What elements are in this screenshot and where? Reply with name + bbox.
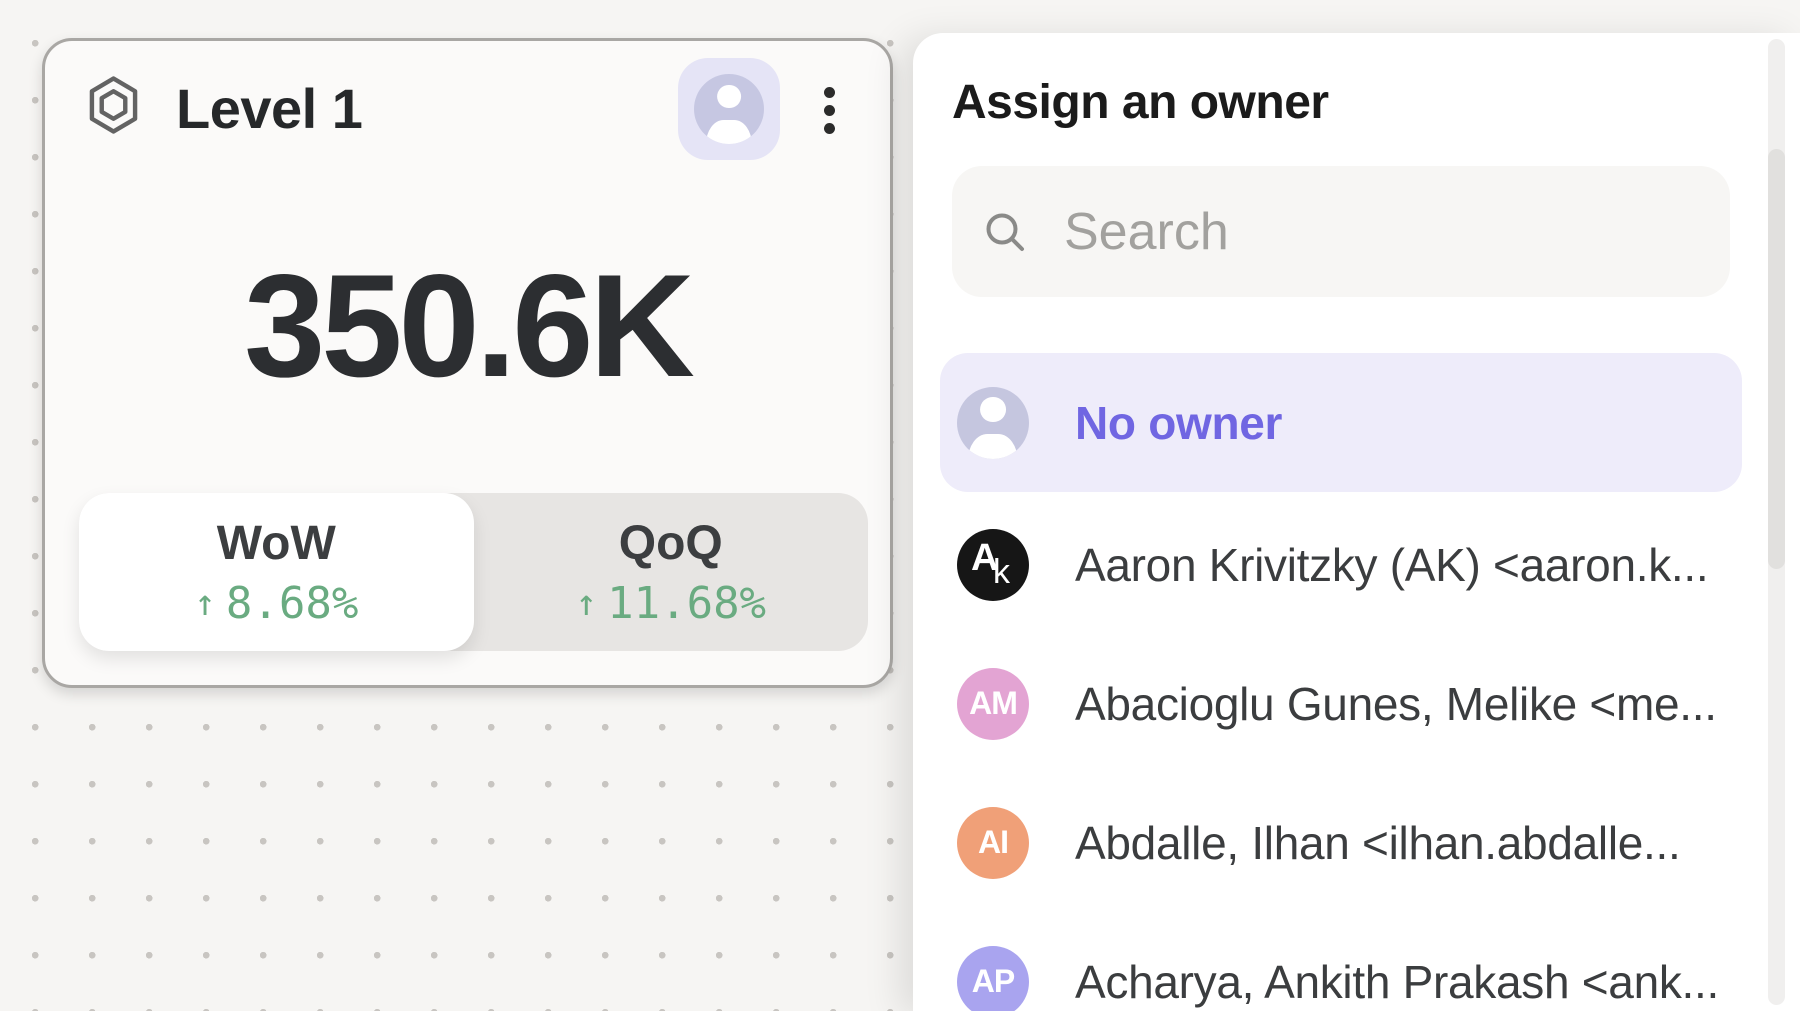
metric-card[interactable]: Level 1 350.6K WoW ↑ 8.68% QoQ ↑ [42, 38, 893, 688]
tab-wow-label: WoW [216, 517, 336, 570]
avatar-initials: AM [969, 685, 1018, 721]
up-arrow-icon: ↑ [194, 583, 216, 624]
metric-value: 350.6K [244, 244, 695, 407]
comparison-tab-group: WoW ↑ 8.68% QoQ ↑ 11.68% [79, 493, 868, 651]
avatar-logo-letter: k [993, 552, 1010, 591]
avatar-initials: AI [978, 824, 1009, 860]
avatar: AP [957, 945, 1029, 1011]
tab-qoq-delta: ↑ 11.68% [575, 581, 766, 627]
scrollbar-track[interactable] [1768, 39, 1785, 1005]
owner-option-label: Aaron Krivitzky (AK) <aaron.k... [1075, 538, 1709, 591]
owner-option-label: Acharya, Ankith Prakash <ank... [1075, 955, 1719, 1008]
search-icon [986, 213, 1024, 251]
owner-option[interactable]: AP Acharya, Ankith Prakash <ank... [940, 912, 1742, 1011]
search-box[interactable] [952, 166, 1733, 297]
tab-qoq-delta-value: 11.68% [607, 578, 767, 629]
hexagon-icon [89, 76, 138, 134]
owner-option-no-owner[interactable]: No owner [940, 353, 1742, 492]
up-arrow-icon: ↑ [575, 583, 598, 624]
panel-title: Assign an owner [952, 76, 1329, 129]
owner-option-label: Abdalle, Ilhan <ilhan.abdalle... [1075, 816, 1681, 869]
no-owner-avatar-icon [957, 386, 1029, 459]
owner-option-label: No owner [1075, 396, 1283, 449]
search-input[interactable] [1064, 201, 1733, 262]
avatar: A k [957, 528, 1029, 601]
avatar: AM [957, 667, 1029, 740]
avatar: AI [957, 806, 1029, 879]
owner-avatar-button[interactable] [678, 58, 780, 160]
tab-wow-delta: ↑ 8.68% [194, 581, 358, 627]
person-silhouette-icon [694, 74, 764, 144]
owner-option[interactable]: A k Aaron Krivitzky (AK) <aaron.k... [940, 495, 1742, 634]
card-title: Level 1 [176, 77, 363, 140]
scrollbar-thumb[interactable] [1768, 149, 1785, 569]
owner-option[interactable]: AI Abdalle, Ilhan <ilhan.abdalle... [940, 773, 1742, 912]
avatar-initials: AP [971, 963, 1015, 999]
tab-wow[interactable]: WoW ↑ 8.68% [79, 493, 474, 651]
tab-qoq[interactable]: QoQ ↑ 11.68% [474, 493, 869, 651]
owner-option-label: Abacioglu Gunes, Melike <me... [1075, 677, 1717, 730]
tab-qoq-label: QoQ [618, 517, 723, 570]
assign-owner-panel: Assign an owner No owner A k Aaron Krivi… [913, 33, 1800, 1011]
avatar-logo-letter: A [971, 536, 998, 579]
kebab-menu-button[interactable] [824, 87, 835, 141]
tab-wow-delta-value: 8.68% [225, 578, 359, 629]
owner-option[interactable]: AM Abacioglu Gunes, Melike <me... [940, 634, 1742, 773]
